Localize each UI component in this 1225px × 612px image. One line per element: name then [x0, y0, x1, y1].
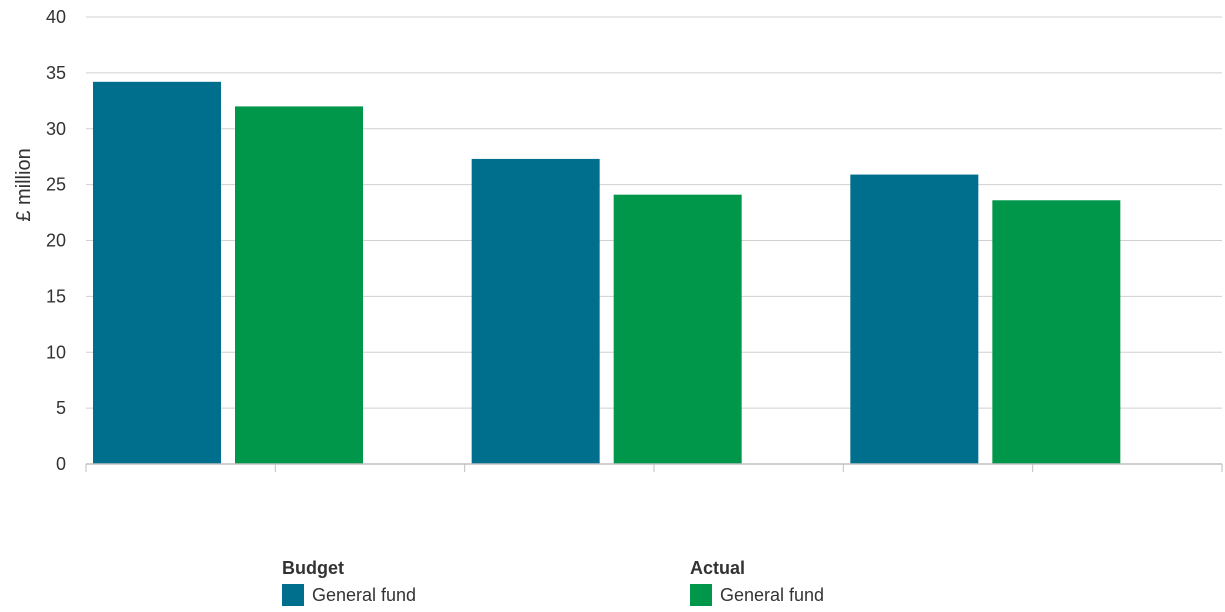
y-tick-label: 0 [56, 454, 66, 474]
y-tick-label: 35 [46, 63, 66, 83]
legend-budget: Budget General fund [282, 556, 416, 606]
y-tick-label: 5 [56, 398, 66, 418]
legend-swatch-actual [690, 584, 712, 606]
y-tick-label: 15 [46, 286, 66, 306]
legend-actual: Actual General fund [690, 556, 824, 606]
legend-title-budget: Budget [282, 558, 344, 578]
bar-actual-3 [992, 200, 1121, 464]
legend-label-actual: General fund [720, 584, 825, 605]
y-axis-title: £ million [13, 148, 35, 221]
y-tick-label: 40 [46, 7, 66, 27]
bar-budget-1 [93, 81, 221, 464]
bar-actual-2 [613, 194, 742, 464]
legend-swatch-budget [282, 584, 304, 606]
legend-item-actual: General fund [690, 584, 824, 606]
y-tick-label: 25 [46, 175, 66, 195]
legend-label-budget: General fund [312, 584, 417, 605]
x-axis [85, 463, 1223, 472]
bar-budget-3 [850, 174, 979, 464]
y-axis-ticks: 0 5 10 15 20 25 30 35 40 [46, 7, 66, 474]
bar-budget-2 [471, 158, 600, 465]
y-tick-label: 20 [46, 231, 66, 251]
y-tick-label: 10 [46, 342, 66, 362]
y-tick-label: 30 [46, 119, 66, 139]
legend-item-budget: General fund [282, 584, 416, 606]
bar-actual-1 [235, 106, 363, 465]
legend-title-actual: Actual [690, 558, 746, 578]
bars [93, 81, 1121, 465]
